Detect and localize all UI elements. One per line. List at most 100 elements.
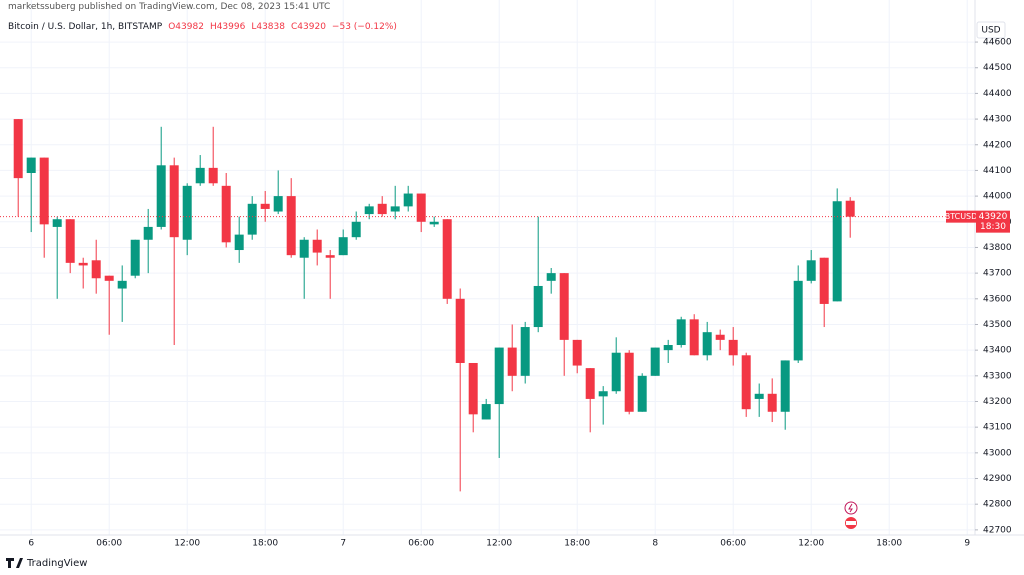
y-tick-label: 44100 — [983, 166, 1012, 176]
candle-body — [104, 275, 114, 281]
candle-body — [663, 345, 673, 351]
ohlc-label: H43996 — [209, 22, 246, 32]
candle-body — [637, 375, 647, 412]
x-tick-label: 12:00 — [174, 539, 200, 549]
candle-body — [377, 203, 387, 215]
x-tick-label: 12:00 — [486, 539, 512, 549]
candle-body — [793, 280, 803, 361]
candle-body — [689, 319, 699, 356]
brand: TradingView — [26, 558, 87, 569]
y-tick-label: 44200 — [983, 140, 1012, 150]
y-tick-label: 43800 — [983, 243, 1012, 253]
candle-body — [585, 368, 595, 399]
candle-body — [351, 221, 361, 238]
candle-body — [416, 193, 426, 222]
price-tag — [976, 210, 1010, 233]
candle-body — [819, 257, 829, 304]
x-tick-label: 12:00 — [798, 539, 824, 549]
symbol-tag-label: BTCUSD — [945, 212, 978, 221]
candle-body — [780, 360, 790, 412]
currency-label: USD — [981, 26, 1000, 36]
y-tick-label: 43300 — [983, 371, 1012, 381]
candle-body — [325, 255, 335, 258]
y-tick-label: 42700 — [983, 525, 1012, 535]
currency-box[interactable] — [976, 21, 1006, 39]
y-tick-label: 43600 — [983, 294, 1012, 304]
candles — [13, 119, 855, 492]
candle-body — [273, 196, 283, 212]
candle-body — [533, 285, 543, 328]
candle-body — [91, 260, 101, 279]
candle-body — [624, 352, 634, 412]
candle-body — [715, 334, 725, 340]
event-icons — [844, 501, 858, 529]
y-tick-label: 43200 — [983, 397, 1012, 407]
candle-body — [390, 206, 400, 212]
event-icon-glyph — [846, 521, 856, 525]
grid — [0, 0, 975, 535]
candle-body — [754, 393, 764, 399]
candle-body — [26, 157, 36, 174]
candle-body — [832, 201, 842, 302]
candle-body — [806, 260, 816, 281]
candle-body — [65, 219, 75, 263]
candle-body — [286, 196, 296, 256]
y-tick-label: 44000 — [983, 192, 1012, 202]
event-icon-glyph — [848, 503, 853, 513]
y-tick-label: 44600 — [983, 38, 1012, 48]
x-tick-label: 06:00 — [408, 539, 434, 549]
change-label: −53 (−0.12%) — [331, 22, 397, 32]
candle-body — [559, 273, 569, 340]
x-tick-label: 6 — [28, 539, 34, 549]
y-tick-label: 42900 — [983, 474, 1012, 484]
candle-body — [442, 219, 452, 299]
subtitle: marketssuberg published on TradingView.c… — [8, 2, 331, 12]
x-tick-label: 18:00 — [252, 539, 278, 549]
y-tick-label: 43100 — [983, 423, 1012, 433]
candle-body — [182, 185, 192, 240]
candle-body — [455, 298, 465, 363]
candle-body — [78, 262, 88, 266]
y-tick-label: 42800 — [983, 500, 1012, 510]
candle-body — [52, 219, 62, 227]
candle-body — [169, 165, 179, 238]
candle-body — [650, 347, 660, 376]
y-tick-label: 43000 — [983, 448, 1012, 458]
x-tick-label: 06:00 — [96, 539, 122, 549]
candle-body — [221, 185, 231, 243]
x-tick-label: 7 — [340, 539, 346, 549]
x-tick-label: 9 — [964, 539, 970, 549]
footer-logo: TradingView — [6, 558, 87, 569]
chart-title: Bitcoin / U.S. Dollar, 1h, BITSTAMP — [8, 22, 163, 32]
candle-body — [702, 332, 712, 356]
candle-body — [260, 203, 270, 209]
x-tick-label: 18:00 — [876, 539, 902, 549]
x-tick-label: 06:00 — [720, 539, 746, 549]
candle-body — [364, 206, 374, 215]
x-tick-label: 18:00 — [564, 539, 590, 549]
candle-body — [429, 221, 439, 225]
candle-body — [338, 237, 348, 256]
y-tick-label: 43700 — [983, 269, 1012, 279]
event-icon[interactable] — [844, 501, 858, 515]
candle-body — [520, 327, 530, 376]
candle-body — [676, 319, 686, 346]
candle-body — [494, 347, 504, 405]
candle-body — [403, 193, 413, 207]
y-tick-label: 44500 — [983, 63, 1012, 73]
candle-body — [468, 362, 478, 415]
candle-body — [234, 234, 244, 251]
candle-body — [156, 165, 166, 227]
candle-body — [13, 119, 23, 179]
y-tick-label: 43400 — [983, 346, 1012, 356]
candle-body — [598, 391, 608, 397]
ohlc-label: C43920 — [291, 22, 326, 32]
y-tick-label: 43500 — [983, 320, 1012, 330]
candle-body — [728, 339, 738, 356]
candle-body — [845, 200, 855, 217]
price-tag-label: 43920 — [979, 212, 1008, 222]
y-tick-label: 44300 — [983, 115, 1012, 125]
ohlc-label: L43838 — [251, 22, 285, 32]
